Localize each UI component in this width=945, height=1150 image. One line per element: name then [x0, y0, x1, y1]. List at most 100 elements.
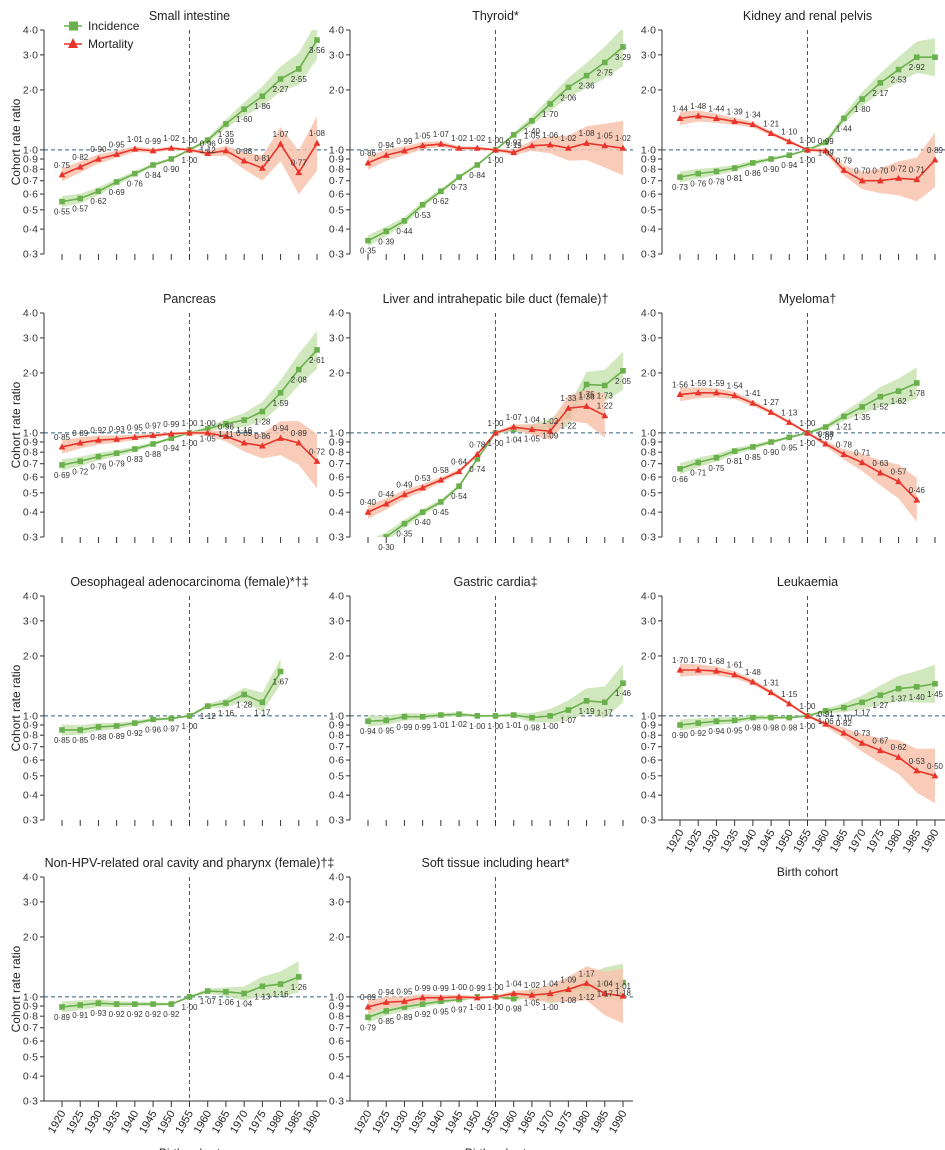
- y-tick-label: 3·0: [23, 896, 38, 908]
- y-tick-label: 0·7: [23, 458, 38, 470]
- mortality-marker: [167, 144, 175, 151]
- mortality-marker: [473, 144, 481, 151]
- incidence-data-label: 0·53: [415, 211, 432, 220]
- y-axis-title: Cohort rate ratio: [9, 381, 23, 468]
- mortality-marker: [694, 666, 702, 673]
- incidence-marker: [677, 466, 683, 472]
- incidence-data-label: 1·37: [891, 695, 908, 704]
- incidence-data-label: 0·78: [708, 177, 725, 186]
- y-tick-label: 0·4: [329, 507, 344, 519]
- incidence-data-label: 1·02: [451, 720, 468, 729]
- mortality-data-label: 0·92: [90, 426, 107, 435]
- incidence-marker: [822, 424, 829, 430]
- incidence-marker: [401, 520, 408, 527]
- mortality-marker: [767, 129, 775, 136]
- mortality-marker: [186, 146, 193, 153]
- incidence-marker: [456, 996, 462, 1003]
- incidence-marker: [241, 417, 247, 423]
- incidence-marker: [601, 699, 608, 706]
- mortality-data-label: 0·93: [109, 425, 126, 434]
- mortality-data-label: 1·04: [597, 979, 614, 988]
- incidence-marker: [295, 974, 302, 980]
- incidence-data-label: 1·00: [799, 156, 816, 165]
- y-tick-label: 4·0: [23, 25, 38, 37]
- incidence-marker: [932, 680, 938, 687]
- mortality-marker: [510, 989, 518, 997]
- y-tick-label: 3·0: [329, 896, 344, 908]
- mort-line: [679, 391, 918, 501]
- incidence-marker: [77, 1002, 84, 1008]
- incidence-data-label: 0·90: [672, 731, 689, 740]
- incidence-marker: [713, 718, 720, 725]
- y-tick-label: 4·0: [329, 591, 344, 603]
- y-tick-label: 0·8: [23, 1011, 38, 1023]
- plot-area: [58, 330, 321, 489]
- mortality-data-label: 0·99: [396, 137, 413, 146]
- mortality-data-label: 1·22: [597, 402, 614, 411]
- incidence-marker: [241, 691, 247, 698]
- x-tick-label: 1960: [810, 828, 833, 855]
- incidence-marker: [731, 448, 738, 454]
- y-tick-label: 0·8: [641, 447, 656, 459]
- incidence-marker: [59, 727, 65, 733]
- incidence-data-label: 0·92: [145, 1010, 162, 1019]
- y-tick-label: 0·4: [23, 790, 38, 802]
- mortality-data-label: 0·71: [909, 166, 926, 175]
- x-axis-title: Birth cohort: [465, 1146, 527, 1150]
- y-tick-label: 0·6: [329, 755, 344, 767]
- mortality-data-label: 1·00: [487, 983, 504, 992]
- incidence-marker: [583, 698, 590, 704]
- mortality-marker: [731, 391, 739, 399]
- incidence-data-label: 1·21: [836, 422, 853, 431]
- incidence-marker: [583, 381, 590, 388]
- incidence-data-label: 1·28: [236, 701, 253, 710]
- y-tick-label: 0·5: [641, 204, 656, 216]
- mortality-data-label: 1·07: [273, 130, 290, 139]
- y-tick-label: 0·5: [329, 1051, 344, 1063]
- mortality-data-label: 1·00: [181, 136, 198, 145]
- x-tick-label: 1940: [737, 828, 760, 855]
- x-tick-label: 1955: [791, 828, 814, 855]
- y-tick-label: 0·5: [23, 487, 38, 499]
- y-tick-label: 0·5: [329, 770, 344, 782]
- y-tick-label: 0·3: [23, 532, 38, 544]
- incidence-marker: [786, 434, 793, 441]
- y-tick-label: 1·0: [23, 427, 38, 439]
- incidence-marker: [895, 66, 902, 73]
- mortality-data-label: 0·82: [836, 719, 853, 728]
- y-tick-label: 2·0: [641, 650, 656, 662]
- y-tick-label: 0·6: [23, 472, 38, 484]
- incidence-marker: [565, 707, 572, 713]
- incidence-data-label: 0·99: [415, 723, 432, 732]
- incidence-marker: [583, 72, 590, 79]
- incidence-marker: [401, 713, 408, 720]
- incidence-data-label: 1·00: [487, 156, 504, 165]
- incidence-data-label: 1·00: [181, 156, 198, 165]
- incidence-data-label: 1·45: [927, 690, 944, 699]
- incidence-marker: [768, 156, 774, 162]
- y-tick-label: 0·7: [329, 458, 344, 470]
- incidence-marker: [295, 366, 302, 373]
- incidence-marker: [150, 441, 156, 447]
- incidence-data-label: 0·75: [708, 464, 725, 473]
- y-tick-label: 0·4: [641, 224, 656, 236]
- panel-title: Thyroid*: [472, 9, 519, 23]
- incidence-data-label: 0·76: [90, 463, 107, 472]
- mortality-data-label: 0·46: [909, 486, 926, 495]
- legend: Incidence Mortality: [64, 19, 140, 51]
- inc-confidence-band: [680, 367, 917, 475]
- plot-area: [364, 30, 627, 247]
- mortality-data-label: 0·97: [506, 139, 523, 148]
- incidence-marker: [750, 160, 756, 166]
- incidence-data-label: 1·00: [469, 722, 486, 731]
- panel-title: Myeloma†: [779, 292, 837, 306]
- mortality-data-label: 1·00: [799, 136, 816, 145]
- mortality-marker: [455, 144, 463, 151]
- mortality-marker: [473, 450, 481, 457]
- x-tick-label: 1960: [192, 1109, 215, 1136]
- mortality-data-label: 1·39: [727, 107, 744, 116]
- y-tick-label: 3·0: [23, 332, 38, 344]
- mortality-data-label: 1·33: [560, 394, 577, 403]
- mortality-marker: [401, 147, 408, 154]
- incidence-marker: [259, 93, 266, 100]
